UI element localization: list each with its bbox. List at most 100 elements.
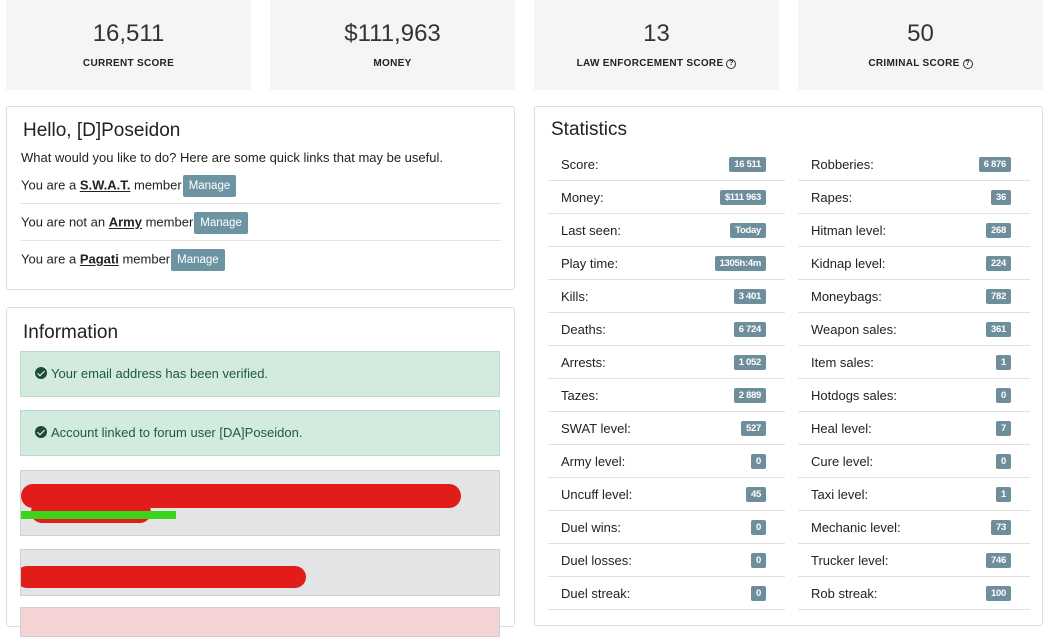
stat-badge: 45 [746, 487, 766, 502]
statistics-title: Statistics [551, 119, 628, 140]
stat-row: Rob streak: 100 [798, 577, 1030, 610]
stat-name: Heal level: [811, 421, 872, 436]
stat-name: Kills: [561, 289, 589, 304]
stat-name: Deaths: [561, 322, 606, 337]
stat-badge: 0 [751, 586, 766, 601]
success-alert: Your email address has been verified. [20, 351, 500, 397]
stat-name: SWAT level: [561, 421, 631, 436]
stat-name: Rob streak: [811, 586, 878, 601]
stat-value: 16,511 [92, 20, 165, 47]
stat-badge: 2 889 [733, 388, 766, 403]
group-link[interactable]: Army [108, 214, 142, 230]
stat-label-row: CRIMINAL SCORE? [798, 58, 1043, 69]
stat-badge: 0 [996, 454, 1011, 469]
page: 16,511 CURRENT SCORE $111,963 MONEY 13 LAW EN… [0, 0, 1054, 608]
stat-row: Item sales: 1 [798, 346, 1030, 379]
stat-badge: Today [730, 223, 766, 238]
stat-row: Money: $111 963 [548, 181, 785, 214]
alert-text: Your email address has been verified. [51, 366, 269, 381]
stat-label-row: CURRENT SCORE [6, 58, 251, 69]
membership-row: You are a S.W.A.T. member Manage [21, 167, 501, 204]
help-icon[interactable]: ? [726, 59, 737, 69]
stat-row: Deaths: 6 724 [548, 313, 785, 346]
stat-badge: 0 [751, 520, 766, 535]
stat-badge: 0 [996, 388, 1011, 403]
stat-name: Kidnap level: [811, 256, 886, 271]
stat-badge: 7 [996, 421, 1011, 436]
stat-name: Duel streak: [561, 586, 631, 601]
stat-badge: 6 876 [978, 157, 1011, 172]
stat-name: Tazes: [561, 388, 599, 403]
membership-suffix: member [134, 177, 182, 193]
stat-badge: 36 [991, 190, 1011, 205]
stat-row: Kidnap level: 224 [798, 247, 1030, 280]
redaction [21, 511, 176, 519]
success-alert: Account linked to forum user [DA]Poseido… [20, 410, 500, 456]
manage-button[interactable]: Manage [182, 174, 237, 197]
greeting-title: Hello, [D]Poseidon [23, 120, 181, 141]
stat-label: LAW ENFORCEMENT SCORE [576, 58, 724, 69]
stat-name: Arrests: [561, 355, 606, 370]
stat-badge: 268 [986, 223, 1011, 238]
stat-row: Taxi level: 1 [798, 478, 1030, 511]
stat-name: Weapon sales: [811, 322, 897, 337]
redacted-box [20, 549, 500, 596]
stat-name: Army level: [561, 454, 626, 469]
stat-row: Last seen: Today [548, 214, 785, 247]
stat-name: Uncuff level: [561, 487, 633, 502]
stat-value: $111,963 [344, 20, 441, 47]
manage-button[interactable]: Manage [171, 248, 225, 271]
group-link[interactable]: S.W.A.T. [79, 177, 131, 193]
manage-button[interactable]: Manage [194, 211, 248, 234]
stat-name: Duel wins: [561, 520, 621, 535]
stat-badge: 1 [996, 355, 1011, 370]
stat-row: SWAT level: 527 [548, 412, 785, 445]
stat-badge: 1 052 [733, 355, 766, 370]
information-title: Information [23, 322, 119, 343]
stat-value: 50 [907, 20, 934, 47]
stat-label: CRIMINAL SCORE [868, 58, 960, 69]
stat-badge: 782 [986, 289, 1011, 304]
stat-label: CURRENT SCORE [82, 58, 175, 69]
stat-name: Taxi level: [811, 487, 869, 502]
redacted-box [20, 607, 500, 637]
stat-badge: 224 [986, 256, 1011, 271]
stat-row: Hitman level: 268 [798, 214, 1030, 247]
membership-row: You are not an Army member Manage [21, 204, 501, 241]
stat-name: Money: [561, 190, 604, 205]
stat-row: Arrests: 1 052 [548, 346, 785, 379]
stat-badge: 6 724 [733, 322, 766, 337]
stat-badge: 361 [986, 322, 1011, 337]
stat-card: 16,511 CURRENT SCORE [6, 0, 251, 90]
stat-name: Robberies: [811, 157, 874, 172]
stat-row: Robberies: 6 876 [798, 148, 1030, 181]
stat-row: Rapes: 36 [798, 181, 1030, 214]
greeting-subtitle: What would you like to do? Here are some… [21, 150, 443, 165]
stat-row: Tazes: 2 889 [548, 379, 785, 412]
stat-card: 13 LAW ENFORCEMENT SCORE? [534, 0, 779, 90]
stat-row: Duel losses: 0 [548, 544, 785, 577]
stat-badge: 0 [751, 454, 766, 469]
stat-name: Last seen: [561, 223, 621, 238]
alert-text: Account linked to forum user [DA]Poseido… [51, 425, 303, 440]
stat-name: Play time: [561, 256, 619, 271]
stat-badge: 0 [751, 553, 766, 568]
membership-prefix: You are a [21, 177, 77, 193]
help-icon[interactable]: ? [962, 59, 973, 69]
stat-value: 13 [643, 20, 670, 47]
stat-name: Cure level: [811, 454, 874, 469]
stat-card: 50 CRIMINAL SCORE? [798, 0, 1043, 90]
stat-row: Mechanic level: 73 [798, 511, 1030, 544]
stat-badge: 527 [741, 421, 766, 436]
stat-name: Rapes: [811, 190, 853, 205]
stat-badge: 1305h:4m [714, 256, 766, 271]
group-link[interactable]: Pagati [79, 251, 119, 267]
stat-row: Weapon sales: 361 [798, 313, 1030, 346]
stat-row: Duel wins: 0 [548, 511, 785, 544]
stat-name: Duel losses: [561, 553, 632, 568]
membership-prefix: You are a [21, 251, 77, 267]
stat-row: Uncuff level: 45 [548, 478, 785, 511]
stat-name: Item sales: [811, 355, 874, 370]
stat-label: MONEY [373, 58, 412, 69]
stat-row: Hotdogs sales: 0 [798, 379, 1030, 412]
